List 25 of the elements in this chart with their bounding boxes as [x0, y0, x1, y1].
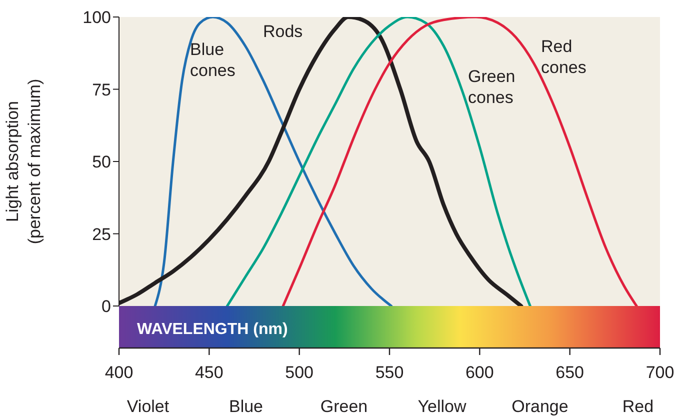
line-series [154, 17, 393, 306]
series-label: Red cones [541, 37, 586, 77]
text: Red [622, 397, 654, 416]
text: Orange [512, 397, 568, 416]
series-label: Blue cones [190, 40, 236, 80]
x-tick-label: 400 [104, 363, 134, 382]
y-tick-label: 50 [92, 152, 111, 172]
text: Violet [126, 397, 170, 416]
y-axis-title: Light absorption (percent of maximum) [3, 78, 44, 244]
text: Yellow [418, 397, 467, 416]
x-tick-label: 450 [194, 363, 224, 382]
series-label: Green cones [468, 67, 516, 107]
x-tick-label: 650 [556, 363, 584, 382]
y-tick-label: 100 [82, 8, 111, 28]
y-tick-label: 0 [102, 297, 111, 316]
y-tick-label: 25 [92, 224, 111, 244]
text: Green [320, 397, 368, 416]
y-tick-label: 75 [92, 80, 111, 100]
text: Blue [228, 397, 264, 416]
series-label: Rods [263, 22, 303, 41]
x-axis-title: WAVELENGTH (nm) [137, 321, 288, 338]
x-tick-label: 550 [375, 363, 404, 382]
x-tick-label: 500 [285, 363, 314, 382]
x-tick-label: 700 [646, 363, 674, 382]
x-tick-label: 600 [465, 363, 494, 382]
